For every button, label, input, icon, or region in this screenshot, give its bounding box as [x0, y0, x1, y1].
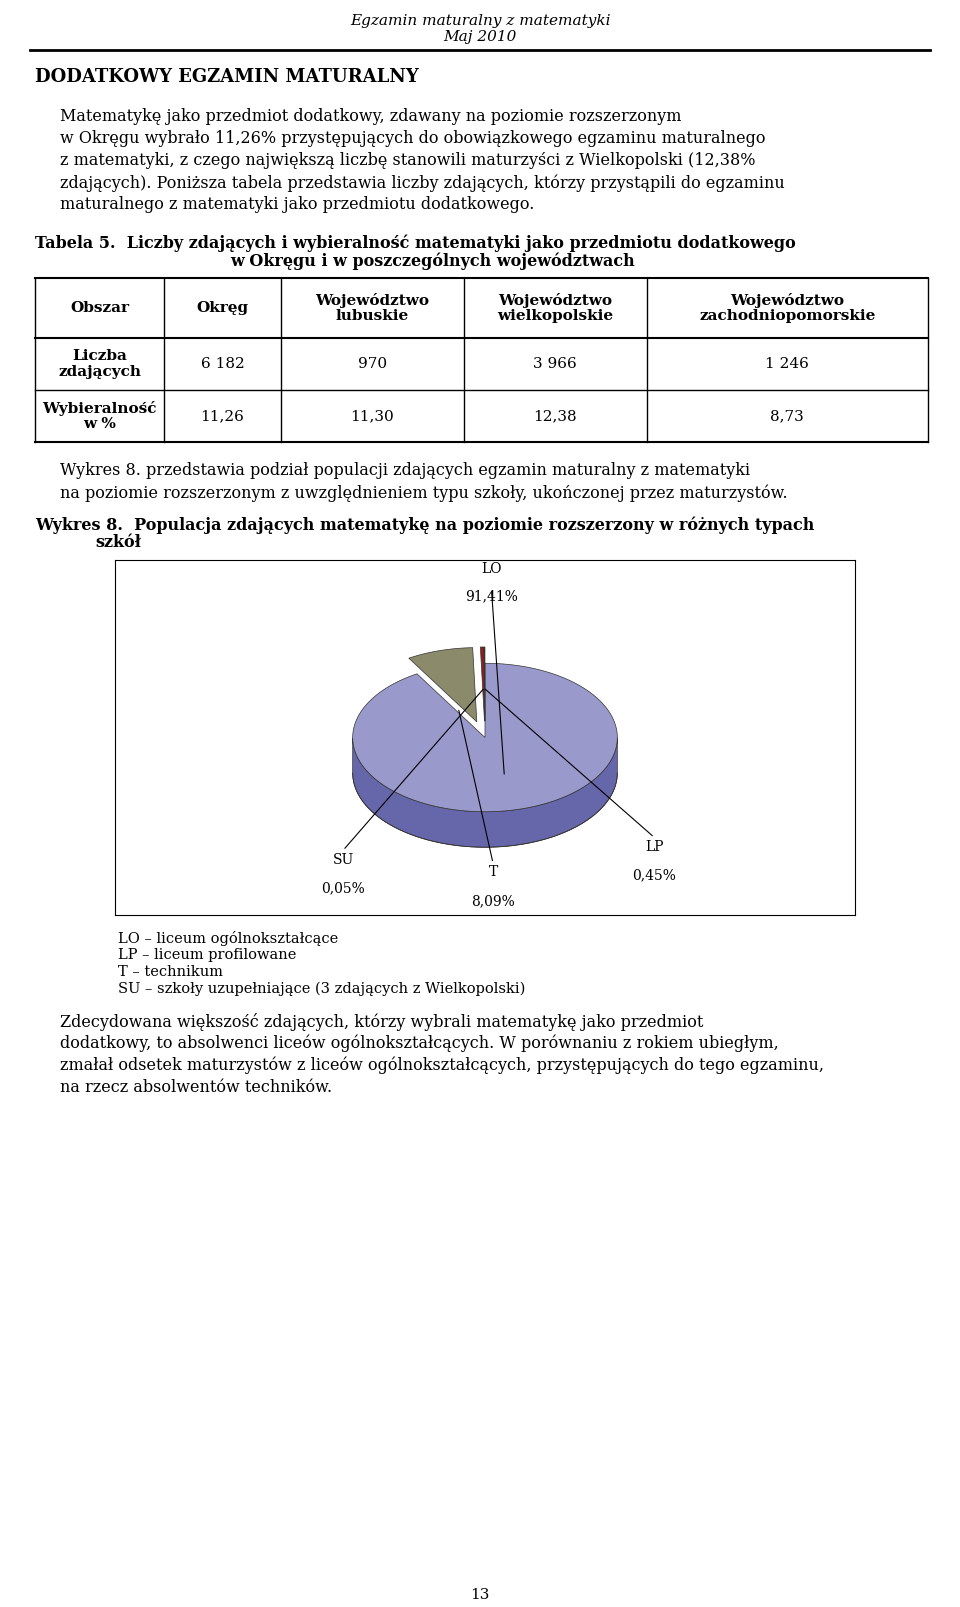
- Text: LP – liceum profilowane: LP – liceum profilowane: [118, 948, 297, 963]
- Text: zmałał odsetek maturzystów z liceów ogólnokształcących, przystępujących do tego : zmałał odsetek maturzystów z liceów ogól…: [60, 1057, 824, 1075]
- Text: z matematyki, z czego największą liczbę stanowili maturzyści z Wielkopolski (12,: z matematyki, z czego największą liczbę …: [60, 153, 756, 169]
- Text: Województwo: Województwo: [731, 292, 845, 307]
- Text: Liczba: Liczba: [72, 349, 127, 363]
- Text: 8,73: 8,73: [771, 410, 804, 423]
- Text: LO – liceum ogólnokształcące: LO – liceum ogólnokształcące: [118, 930, 338, 947]
- Text: 1 246: 1 246: [765, 357, 809, 371]
- Text: 13: 13: [470, 1588, 490, 1602]
- Text: 12,38: 12,38: [534, 410, 577, 423]
- Text: LP: LP: [645, 840, 663, 853]
- Text: w Okręgu i w poszczególnych województwach: w Okręgu i w poszczególnych województwac…: [230, 252, 635, 270]
- Text: w Okręgu wybrało 11,26% przystępujących do obowiązkowego egzaminu maturalnego: w Okręgu wybrało 11,26% przystępujących …: [60, 130, 765, 146]
- Text: SU: SU: [332, 853, 353, 866]
- Text: na rzecz absolwentów techników.: na rzecz absolwentów techników.: [60, 1078, 332, 1096]
- Text: Województwo: Województwo: [498, 292, 612, 307]
- Text: Matematykę jako przedmiot dodatkowy, zdawany na poziomie rozszerzonym: Matematykę jako przedmiot dodatkowy, zda…: [60, 108, 682, 125]
- Text: zachodniopomorskie: zachodniopomorskie: [699, 309, 876, 323]
- Polygon shape: [480, 648, 485, 722]
- Polygon shape: [352, 738, 617, 847]
- Text: T: T: [489, 866, 497, 879]
- Text: 0,05%: 0,05%: [322, 881, 365, 895]
- Text: zdających). Poniższa tabela przedstawia liczby zdających, którzy przystąpili do : zdających). Poniższa tabela przedstawia …: [60, 174, 784, 191]
- Text: 91,41%: 91,41%: [465, 590, 517, 603]
- Text: Tabela 5.  Liczby zdających i wybieralność matematyki jako przedmiotu dodatkoweg: Tabela 5. Liczby zdających i wybieralnoś…: [35, 235, 796, 252]
- Text: 11,30: 11,30: [350, 410, 394, 423]
- Text: SU – szkoły uzupełniające (3 zdających z Wielkopolski): SU – szkoły uzupełniające (3 zdających z…: [118, 982, 525, 996]
- Text: w %: w %: [84, 416, 116, 431]
- Text: lubuskie: lubuskie: [335, 309, 409, 323]
- Text: Wykres 8. przedstawia podział populacji zdających egzamin maturalny z matematyki: Wykres 8. przedstawia podział populacji …: [60, 461, 750, 479]
- Text: 0,45%: 0,45%: [633, 868, 677, 882]
- Text: szkół: szkół: [95, 534, 141, 551]
- Text: LO: LO: [481, 562, 502, 577]
- Text: Maj 2010: Maj 2010: [444, 31, 516, 43]
- Text: 8,09%: 8,09%: [471, 893, 515, 908]
- Text: Województwo: Województwo: [315, 292, 429, 307]
- Polygon shape: [409, 648, 477, 722]
- Text: DODATKOWY EGZAMIN MATURALNY: DODATKOWY EGZAMIN MATURALNY: [35, 67, 419, 87]
- Text: Egzamin maturalny z matematyki: Egzamin maturalny z matematyki: [349, 14, 611, 27]
- Text: 6 182: 6 182: [201, 357, 245, 371]
- Text: T – technikum: T – technikum: [118, 964, 223, 979]
- Text: maturalnego z matematyki jako przedmiotu dodatkowego.: maturalnego z matematyki jako przedmiotu…: [60, 196, 535, 214]
- Text: 11,26: 11,26: [201, 410, 245, 423]
- Text: wielkopolskie: wielkopolskie: [497, 309, 613, 323]
- Polygon shape: [352, 664, 617, 812]
- Text: 3 966: 3 966: [534, 357, 577, 371]
- Text: dodatkowy, to absolwenci liceów ogólnokształcących. W porównaniu z rokiem ubiegł: dodatkowy, to absolwenci liceów ogólnoks…: [60, 1035, 779, 1053]
- Text: Wybieralność: Wybieralność: [42, 400, 157, 416]
- Text: Zdecydowana większość zdających, którzy wybrali matematykę jako przedmiot: Zdecydowana większość zdających, którzy …: [60, 1012, 704, 1032]
- Text: na poziomie rozszerzonym z uwzględnieniem typu szkoły, ukończonej przez maturzys: na poziomie rozszerzonym z uwzględnienie…: [60, 484, 787, 501]
- Text: Okręg: Okręg: [197, 301, 249, 315]
- Text: 970: 970: [357, 357, 387, 371]
- Text: zdających: zdających: [59, 365, 141, 379]
- Text: Obszar: Obszar: [70, 301, 130, 315]
- Text: Wykres 8.  Populacja zdających matematykę na poziomie rozszerzony w różnych typa: Wykres 8. Populacja zdających matematykę…: [35, 516, 814, 534]
